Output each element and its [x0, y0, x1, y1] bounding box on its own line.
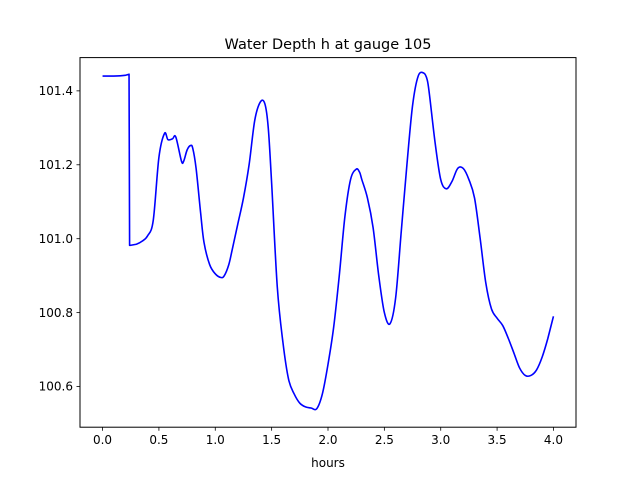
x-tick-label: 1.5	[262, 433, 281, 447]
y-tick-label: 101.4	[39, 84, 73, 98]
y-tick-label: 100.6	[39, 380, 73, 394]
axes-frame	[79, 57, 577, 428]
series-line	[102, 71, 555, 411]
y-tick-label: 100.8	[39, 306, 73, 320]
chart-title: Water Depth h at gauge 105	[225, 37, 432, 53]
x-tick-label: 2.5	[375, 433, 394, 447]
y-tick-label: 101.0	[39, 232, 73, 246]
x-tick-label: 2.0	[318, 433, 337, 447]
x-tick-label: 3.5	[488, 433, 507, 447]
x-tick-label: 0.0	[93, 433, 112, 447]
x-axis-label: hours	[311, 456, 345, 470]
x-axis: 0.0 0.5 1.0 1.5 2.0 2.5 3.0 3.5 4.0	[93, 427, 563, 447]
y-axis: 100.6 100.8 101.0 101.2 101.4	[39, 84, 80, 394]
x-tick-label: 3.0	[431, 433, 450, 447]
plot-area	[102, 71, 555, 411]
x-tick-label: 1.0	[206, 433, 225, 447]
x-tick-label: 4.0	[544, 433, 563, 447]
x-tick-label: 0.5	[149, 433, 168, 447]
y-tick-label: 101.2	[39, 158, 73, 172]
